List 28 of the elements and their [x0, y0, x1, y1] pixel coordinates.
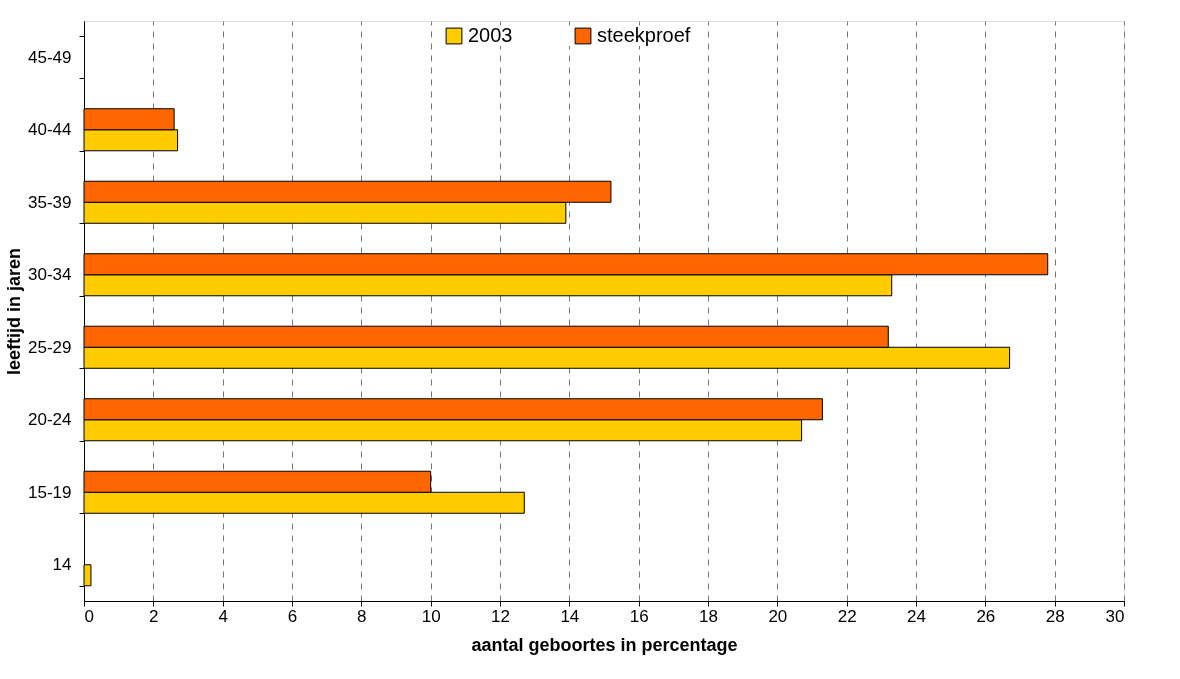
x-tick-label: 30 [1105, 606, 1125, 626]
x-tick-label: 0 [84, 606, 94, 626]
y-tick-label: 35-39 [28, 192, 72, 212]
legend-label: 2003 [468, 24, 513, 46]
x-tick-label: 26 [976, 606, 996, 626]
x-tick-label: 6 [287, 606, 298, 626]
x-tick-label: 4 [218, 606, 228, 626]
x-tick-label: 28 [1045, 606, 1065, 626]
y-tick-label: 40-44 [28, 120, 72, 140]
x-tick-label: 18 [699, 606, 718, 626]
y-axis-title: leeftijd in jaren [4, 247, 25, 376]
x-tick-label: 22 [837, 606, 857, 626]
legend-label: steekproef [597, 24, 691, 46]
x-tick-label: 12 [491, 606, 510, 626]
x-axis-title: aantal geboortes in percentage [471, 634, 738, 655]
y-tick-label: 30-34 [28, 265, 72, 285]
y-tick-label: 15-19 [28, 482, 72, 502]
x-tick-label: 10 [421, 606, 441, 626]
x-tick-label: 8 [357, 606, 367, 626]
x-tick-label: 24 [907, 606, 926, 626]
y-tick-label: 25-29 [28, 337, 72, 357]
x-tick-label: 14 [560, 606, 580, 626]
y-tick-label: 45-49 [28, 47, 72, 67]
x-tick-label: 16 [629, 606, 649, 626]
x-tick-label: 20 [768, 606, 788, 626]
x-tick-label: 2 [149, 606, 159, 626]
y-tick-label: 20-24 [28, 410, 72, 430]
y-tick-label: 14 [52, 555, 72, 575]
